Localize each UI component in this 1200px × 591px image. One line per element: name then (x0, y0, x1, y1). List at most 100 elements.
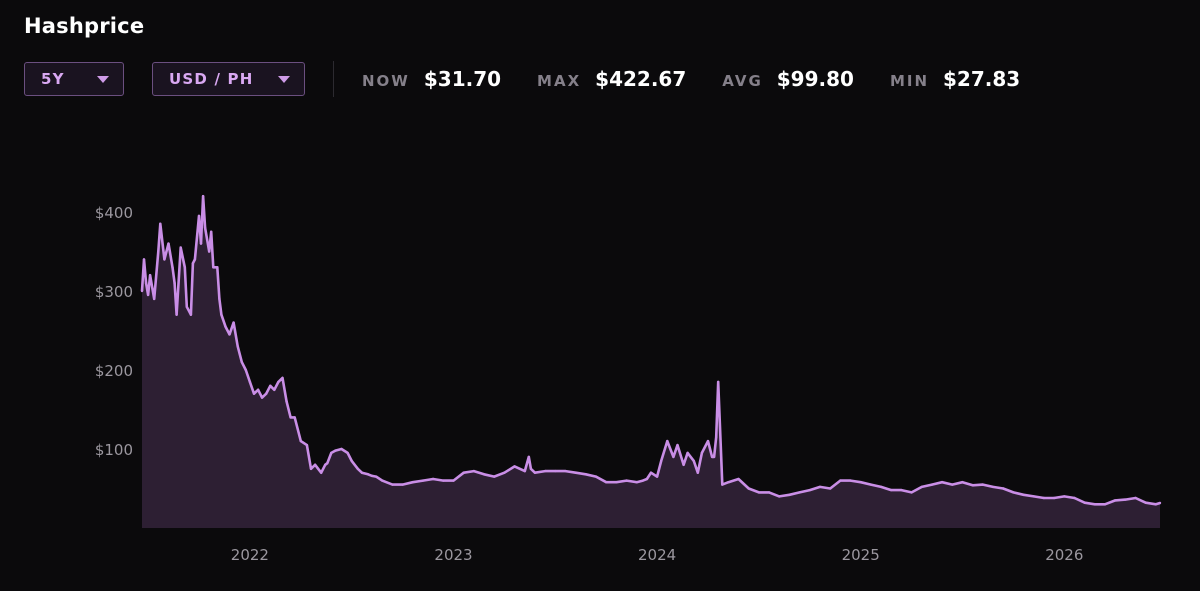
data-point (309, 467, 313, 470)
data-point (666, 439, 669, 443)
data-point (910, 491, 913, 494)
data-point (533, 471, 537, 474)
data-point (179, 246, 182, 249)
data-point (615, 481, 618, 484)
stat-avg-value: $99.80 (776, 67, 854, 91)
data-point (157, 250, 160, 253)
data-point (971, 484, 974, 487)
y-tick-label: $300 (95, 283, 133, 301)
data-point (747, 487, 750, 490)
data-point (482, 473, 486, 476)
range-select[interactable]: 5Y (24, 62, 124, 96)
data-point (431, 477, 435, 481)
data-point (682, 463, 685, 466)
data-point (462, 471, 465, 474)
data-point (212, 266, 215, 269)
data-point (265, 392, 268, 395)
data-point (289, 416, 292, 419)
data-point (543, 469, 547, 473)
data-point (277, 380, 280, 384)
data-point (523, 469, 526, 473)
data-point (330, 451, 333, 455)
data-point (224, 325, 227, 328)
stat-min: MIN $27.83 (890, 67, 1020, 91)
data-point (1144, 501, 1147, 504)
data-point (1073, 496, 1076, 500)
page-title: Hashprice (24, 14, 145, 38)
data-point (285, 400, 288, 403)
data-point (706, 439, 710, 443)
unit-select[interactable]: USD / PH (152, 62, 305, 96)
data-point (554, 469, 557, 473)
data-point (584, 473, 587, 476)
data-point (1114, 499, 1117, 502)
data-point (721, 483, 724, 486)
data-point (216, 266, 219, 269)
y-tick-label: $200 (95, 362, 133, 380)
data-point (248, 380, 252, 384)
data-point (208, 250, 211, 253)
data-point (370, 474, 374, 478)
data-point (167, 242, 170, 245)
data-point (220, 313, 223, 316)
stat-min-label: MIN (889, 72, 930, 90)
data-point (686, 451, 689, 455)
data-point (1083, 501, 1086, 504)
data-point (715, 435, 718, 439)
data-point (890, 488, 893, 492)
data-point (356, 467, 359, 470)
data-point (635, 481, 638, 484)
data-point (712, 455, 716, 459)
data-point (696, 471, 699, 474)
data-point (900, 488, 903, 492)
data-point (788, 493, 791, 496)
divider (333, 61, 334, 97)
data-point (218, 297, 221, 301)
data-point (191, 262, 195, 265)
data-point (660, 459, 663, 463)
data-point (920, 485, 923, 489)
data-point (360, 471, 364, 474)
data-point (594, 475, 598, 478)
data-point (346, 451, 349, 455)
data-point (1042, 496, 1046, 500)
data-point (472, 469, 476, 473)
data-point (676, 443, 679, 447)
x-tick-label: 2023 (434, 546, 472, 564)
data-point (829, 487, 832, 490)
data-point (421, 479, 425, 482)
data-point (201, 195, 205, 198)
area-fill (142, 196, 1160, 528)
data-point (767, 491, 771, 494)
data-point (236, 345, 239, 348)
stat-max: MAX $422.67 (537, 67, 686, 91)
data-point (269, 384, 272, 387)
data-point (737, 477, 740, 481)
data-point (757, 491, 761, 494)
data-point (320, 471, 323, 474)
data-point (564, 469, 567, 473)
data-point (1002, 487, 1005, 490)
data-point (529, 467, 533, 470)
stat-now-value: $31.70 (423, 67, 502, 91)
data-point (260, 396, 264, 399)
data-point (700, 451, 704, 455)
data-point (203, 226, 207, 229)
data-point (185, 305, 188, 308)
stat-now: NOW $31.70 (362, 67, 501, 91)
data-point (503, 471, 506, 474)
data-point (146, 293, 150, 297)
data-point (144, 281, 148, 285)
data-point (649, 471, 653, 474)
data-point (849, 479, 852, 482)
data-point (391, 483, 394, 486)
data-point (340, 447, 343, 451)
data-point (717, 380, 720, 384)
data-point (411, 481, 414, 484)
data-point (641, 479, 645, 482)
data-point (527, 455, 530, 459)
data-point (710, 455, 714, 459)
data-point (193, 258, 197, 261)
data-point (645, 477, 649, 481)
